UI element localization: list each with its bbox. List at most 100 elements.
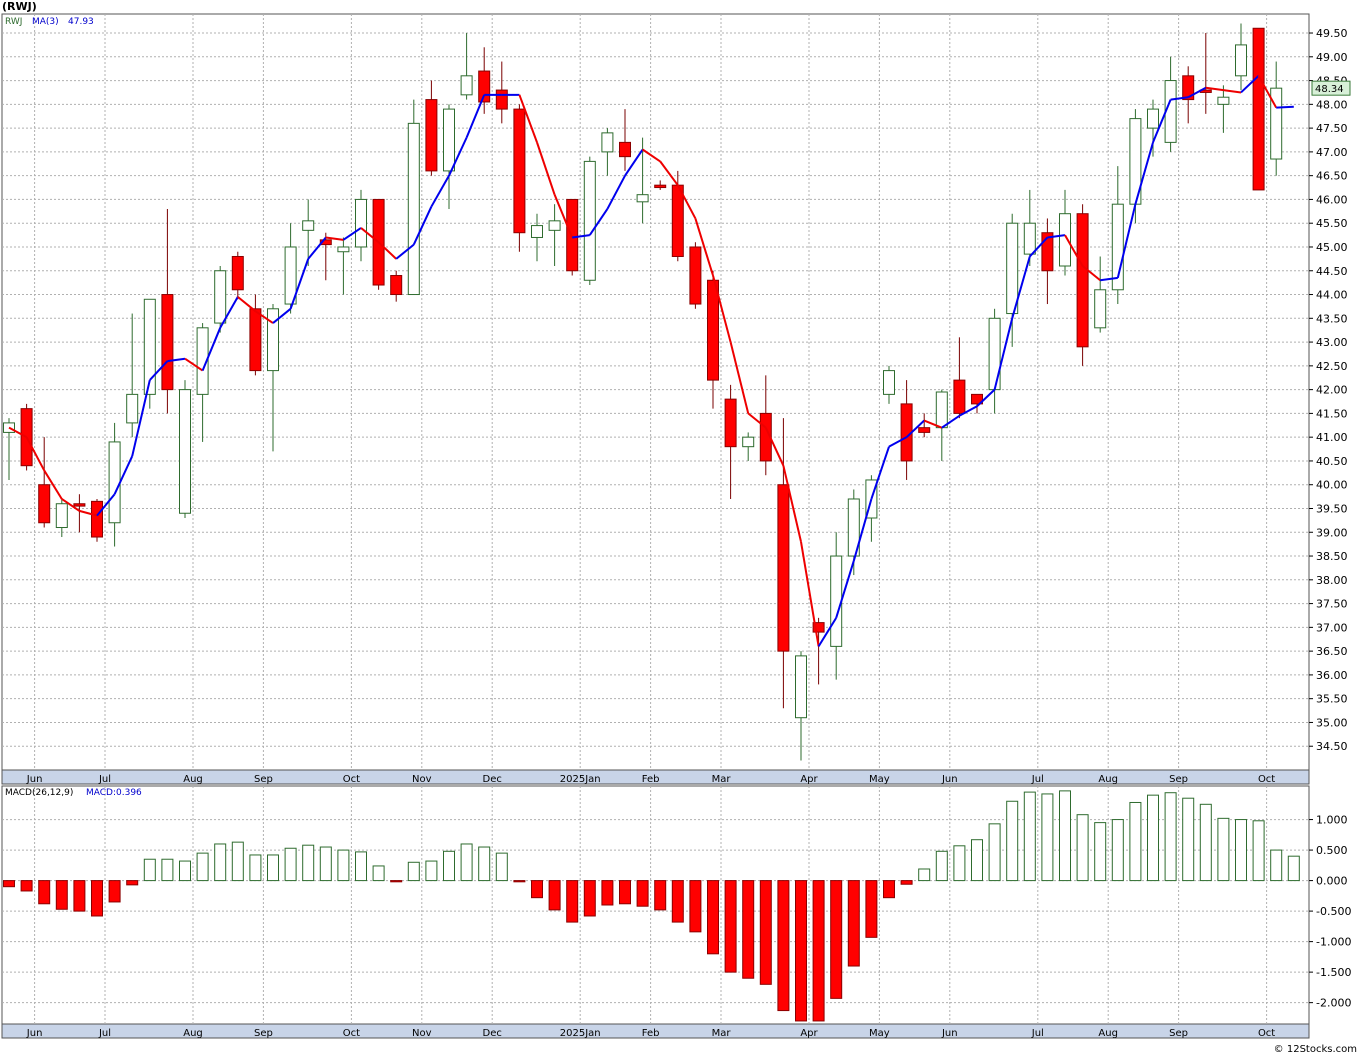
ma3-segment: [1257, 75, 1278, 109]
candle-up: [214, 270, 227, 324]
date-label-bottom: Mar: [712, 1028, 732, 1039]
macd-tick-label: -2.000: [1316, 997, 1351, 1010]
macd-tick-label: 0.500: [1316, 844, 1348, 857]
ma3-segment: [254, 310, 274, 324]
ma3-segment: [79, 509, 98, 517]
candle-down: [812, 622, 825, 633]
macd-bar-negative: [865, 880, 878, 938]
macd-bar-positive: [214, 843, 227, 882]
price-tick-label: 38.50: [1316, 550, 1348, 563]
macd-bar-positive: [918, 868, 931, 882]
ma3-segment: [1081, 265, 1101, 282]
ma3-segment: [976, 388, 996, 407]
date-label-bottom: Oct: [343, 1028, 360, 1039]
candle-up: [1235, 44, 1247, 77]
candle-up: [1217, 96, 1230, 105]
date-label-bottom: Jul: [1031, 1028, 1044, 1039]
ma3-segment: [905, 419, 925, 438]
ma3-segment: [1240, 75, 1260, 94]
ma3-segment: [43, 469, 63, 500]
date-label-bottom: Jul: [98, 1028, 111, 1039]
macd-bar-positive: [319, 846, 332, 882]
ma3-segment: [1223, 89, 1242, 94]
macd-bar-positive: [1111, 819, 1124, 882]
candle-up: [1147, 108, 1159, 129]
macd-bar-negative: [20, 880, 33, 892]
price-tick-label: 35.00: [1316, 716, 1348, 729]
date-label-top: Sep: [254, 774, 273, 785]
macd-bar-positive: [267, 854, 279, 882]
price-tick-label: 40.00: [1316, 479, 1348, 492]
macd-tick-label: -1.000: [1316, 936, 1351, 949]
date-label-top: Aug: [1098, 774, 1118, 785]
candle-up: [267, 308, 279, 372]
price-tick-label: 44.50: [1316, 265, 1348, 278]
macd-bar-positive: [495, 852, 508, 882]
date-label-top: Dec: [483, 774, 502, 785]
candle-up: [1094, 289, 1107, 329]
ma3-segment: [430, 175, 450, 208]
ma3-segment: [642, 148, 661, 163]
ma3-segment: [747, 412, 767, 429]
candle-up: [847, 498, 860, 557]
candle-down: [495, 89, 508, 110]
macd-bar-positive: [196, 852, 209, 882]
date-label-bottom: Nov: [412, 1028, 432, 1039]
ma3-segment: [237, 296, 257, 312]
legend-macd-value: MACD:0.396: [86, 788, 142, 798]
macd-bar-negative: [707, 880, 719, 955]
ma3-segment: [764, 427, 785, 467]
date-label-bottom: Apr: [800, 1028, 818, 1039]
macd-bar-positive: [478, 846, 491, 882]
candle-up: [531, 225, 543, 238]
date-label-top: Aug: [183, 774, 203, 785]
date-label-bottom: Aug: [183, 1028, 203, 1039]
ma3-segment: [184, 357, 204, 372]
macd-bar-negative: [777, 880, 790, 1012]
price-tick-label: 37.00: [1316, 621, 1348, 634]
macd-bar-positive: [971, 839, 983, 882]
candle-up: [355, 198, 367, 248]
candle-up: [337, 246, 350, 253]
candle-down: [249, 308, 262, 372]
price-tick-label: 36.50: [1316, 645, 1348, 658]
candle-down: [390, 275, 403, 296]
macd-bar-positive: [425, 860, 438, 882]
candle-up: [583, 160, 596, 281]
macd-bar-positive: [1059, 790, 1071, 882]
candle-up: [795, 655, 807, 719]
date-label-bottom: May: [869, 1028, 890, 1039]
ma3-segment: [553, 194, 574, 238]
ma3-segment: [325, 236, 344, 241]
macd-bar-negative: [759, 880, 772, 985]
ma3-segment: [1100, 276, 1118, 282]
candle-down: [1182, 75, 1195, 101]
candle-down: [1252, 27, 1265, 191]
macd-bar-negative: [531, 880, 543, 899]
candle-down: [38, 484, 51, 524]
macd-tick-label: -1.500: [1316, 966, 1351, 979]
macd-bar-positive: [443, 850, 455, 882]
macd-bar-negative: [812, 880, 825, 1022]
date-label-top: Apr: [800, 774, 818, 785]
date-label-bottom: Oct: [1258, 1028, 1275, 1039]
macd-bar-negative: [55, 880, 68, 910]
ma3-segment: [888, 436, 908, 448]
price-tick-label: 45.00: [1316, 241, 1348, 254]
date-label-top: 2025Jan: [560, 774, 601, 785]
ma3-segment: [712, 275, 732, 343]
price-tick-label: 39.50: [1316, 502, 1348, 515]
candle-down: [478, 70, 491, 103]
ma3-segment: [676, 184, 697, 219]
candle-up: [302, 220, 315, 231]
price-tick-label: 34.50: [1316, 740, 1348, 753]
price-panel-frame: [1, 13, 1310, 771]
date-label-bottom: Feb: [642, 1028, 660, 1039]
date-label-top: Jun: [941, 774, 958, 785]
price-tick-label: 47.00: [1316, 146, 1348, 159]
candle-up: [179, 389, 191, 514]
legend-symbol: RWJ: [5, 17, 22, 27]
macd-bar-negative: [3, 880, 15, 888]
candle-up: [1059, 213, 1071, 267]
macd-bar-negative: [126, 880, 139, 886]
